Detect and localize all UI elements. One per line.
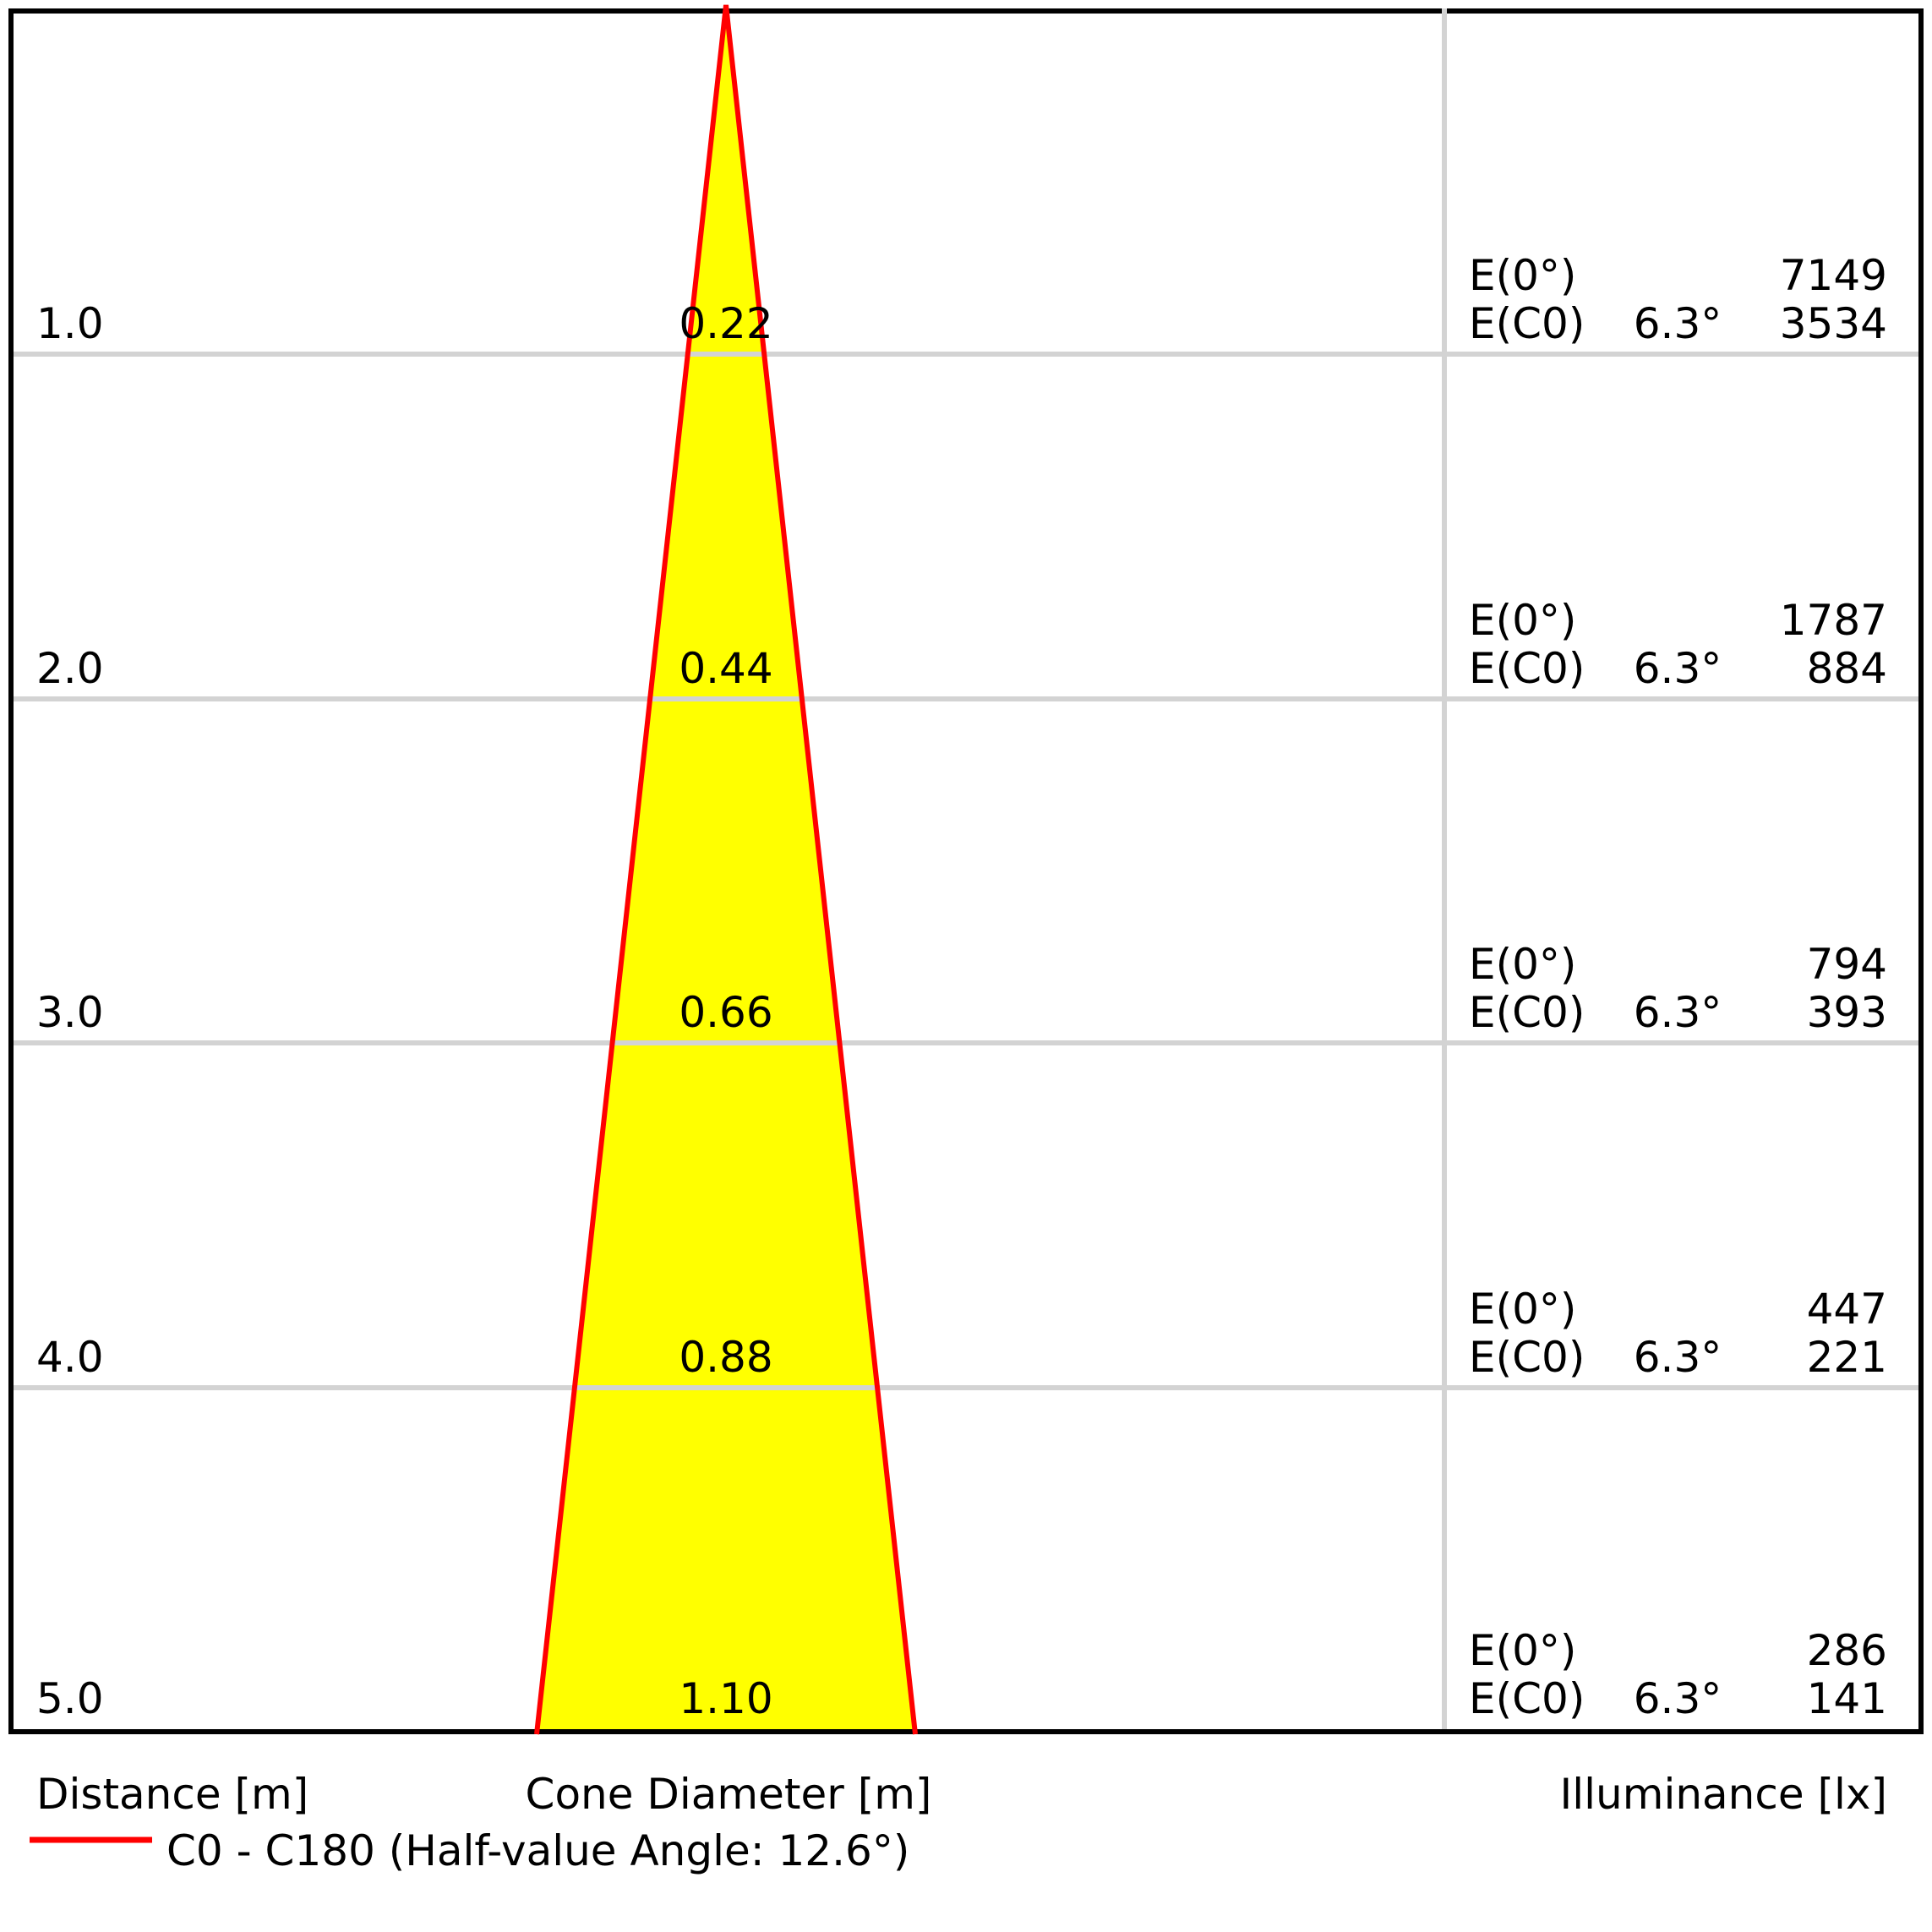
ec0-value: 221 (1807, 1333, 1887, 1382)
chart-border (8, 8, 1924, 1734)
cone-edge-c0-c180 (534, 4, 918, 1735)
ec0-label: E(C0) (1469, 1674, 1585, 1723)
e0-value: 794 (1807, 940, 1887, 989)
ec0-value: 393 (1807, 988, 1887, 1037)
distance-value: 4.0 (36, 1333, 104, 1382)
legend-label: C0 - C180 (Half-value Angle: 12.6°) (166, 1826, 909, 1875)
e0-label: E(0°) (1469, 1285, 1576, 1334)
light-cone-fill (537, 5, 915, 1729)
ec0-angle: 6.3° (1634, 988, 1722, 1037)
ec0-label: E(C0) (1469, 299, 1585, 348)
distance-value: 1.0 (36, 299, 104, 348)
e0-label: E(0°) (1469, 251, 1576, 300)
cone-diameter-value: 0.88 (679, 1333, 772, 1382)
distance-value: 5.0 (36, 1674, 104, 1723)
e0-label: E(0°) (1469, 1626, 1576, 1675)
distance-axis-title: Distance [m] (36, 1770, 308, 1819)
e0-value: 286 (1807, 1626, 1887, 1675)
illuminance-axis-title: Illuminance [lx] (1560, 1770, 1887, 1819)
e0-value: 1787 (1780, 596, 1887, 645)
ec0-value: 141 (1807, 1674, 1887, 1723)
e0-label: E(0°) (1469, 940, 1576, 989)
distance-value: 3.0 (36, 988, 104, 1037)
distance-value: 2.0 (36, 644, 104, 693)
cone-diameter-value: 0.44 (679, 644, 772, 693)
cone-diameter-axis-title: Cone Diameter [m] (526, 1770, 932, 1819)
cone-diameter-value: 0.66 (679, 988, 772, 1037)
ec0-angle: 6.3° (1634, 299, 1722, 348)
ec0-value: 3534 (1780, 299, 1887, 348)
ec0-angle: 6.3° (1634, 1674, 1722, 1723)
cone-diameter-value: 1.10 (679, 1674, 772, 1723)
ec0-angle: 6.3° (1634, 644, 1722, 693)
ec0-label: E(C0) (1469, 1333, 1585, 1382)
e0-value: 447 (1807, 1285, 1887, 1334)
ec0-value: 884 (1807, 644, 1887, 693)
ec0-label: E(C0) (1469, 988, 1585, 1037)
cone-diameter-value: 0.22 (679, 299, 772, 348)
ec0-label: E(C0) (1469, 644, 1585, 693)
e0-label: E(0°) (1469, 596, 1576, 645)
e0-value: 7149 (1780, 251, 1887, 300)
ec0-angle: 6.3° (1634, 1333, 1722, 1382)
